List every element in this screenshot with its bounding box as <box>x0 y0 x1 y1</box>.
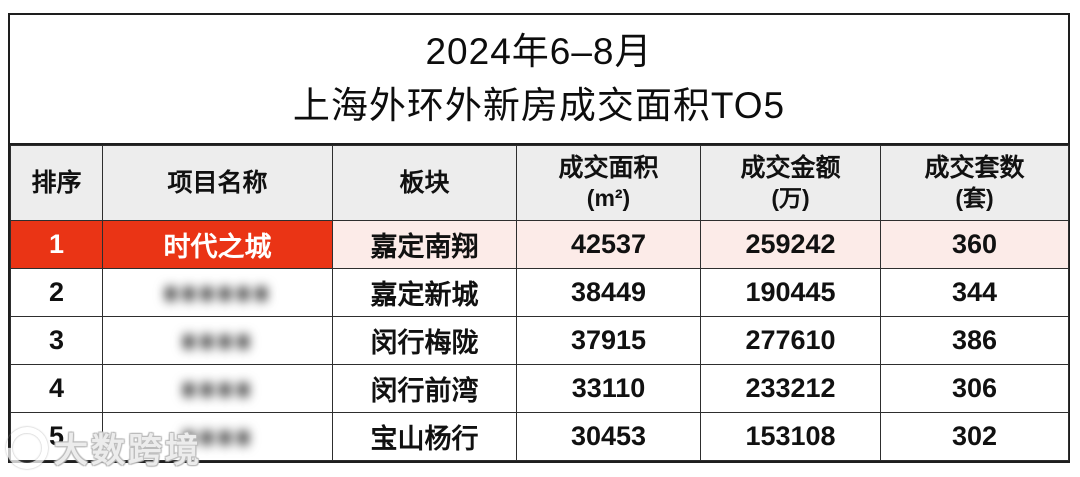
column-header-0: 排序 <box>10 145 103 221</box>
project-name-cell: ■■■■ <box>102 412 333 461</box>
project-name-cell: 时代之城 <box>102 220 333 269</box>
project-name-redacted: ■■■■ <box>181 421 254 453</box>
rank-cell: 3 <box>10 316 103 365</box>
rank-cell: 1 <box>10 220 103 269</box>
project-name-cell: ■■■■ <box>102 364 333 413</box>
block-cell: 嘉定南翔 <box>332 220 517 269</box>
project-name-redacted: ■■■■■■ <box>163 277 272 309</box>
table-row-rank-5: 5 ■■■■ 宝山杨行 30453 153108 302 <box>10 412 1069 461</box>
table-row-rank-1: 1 时代之城 嘉定南翔 42537 259242 360 <box>10 220 1069 269</box>
table-row-rank-4: 4 ■■■■ 闵行前湾 33110 233212 306 <box>10 364 1069 413</box>
block-cell: 嘉定新城 <box>332 268 517 317</box>
rank-cell: 2 <box>10 268 103 317</box>
title-box: 2024年6–8月 上海外环外新房成交面积TO5 <box>10 15 1068 145</box>
amount-cell: 277610 <box>700 316 881 365</box>
units-cell: 306 <box>880 364 1069 413</box>
block-cell: 闵行前湾 <box>332 364 517 413</box>
units-cell: 344 <box>880 268 1069 317</box>
table-row-rank-2: 2 ■■■■■■ 嘉定新城 38449 190445 344 <box>10 268 1069 317</box>
amount-cell: 259242 <box>700 220 881 269</box>
project-name-redacted: ■■■■ <box>181 325 254 357</box>
area-cell: 33110 <box>516 364 701 413</box>
block-cell: 宝山杨行 <box>332 412 517 461</box>
units-cell: 302 <box>880 412 1069 461</box>
table-header-row: 排序 项目名称 板块 成交面积 (m²) 成交金额 (万) 成交套数 (套) <box>10 145 1069 221</box>
column-header-5: 成交套数 (套) <box>880 145 1069 221</box>
rank-cell: 5 <box>10 412 103 461</box>
data-table: 排序 项目名称 板块 成交面积 (m²) 成交金额 (万) 成交套数 (套) 1 时代之城 嘉定南翔… <box>10 145 1069 461</box>
amount-cell: 153108 <box>700 412 881 461</box>
units-cell: 360 <box>880 220 1069 269</box>
units-cell: 386 <box>880 316 1069 365</box>
column-header-1: 项目名称 <box>102 145 333 221</box>
project-name-redacted: ■■■■ <box>181 373 254 405</box>
rank-cell: 4 <box>10 364 103 413</box>
page-title-line2: 上海外环外新房成交面积TO5 <box>292 85 786 126</box>
report-card: 2024年6–8月 上海外环外新房成交面积TO5 排序 项目名称 板块 成交面积 (m²… <box>8 13 1070 463</box>
block-cell: 闵行梅陇 <box>332 316 517 365</box>
area-cell: 30453 <box>516 412 701 461</box>
table-body: 1 时代之城 嘉定南翔 42537 259242 360 2 ■■■■■■ 嘉定新城 38449 1… <box>10 220 1069 461</box>
area-cell: 38449 <box>516 268 701 317</box>
column-header-3: 成交面积 (m²) <box>516 145 701 221</box>
project-name-cell: ■■■■■■ <box>102 268 333 317</box>
page-title-line1: 2024年6–8月 <box>425 31 653 73</box>
table-row-rank-3: 3 ■■■■ 闵行梅陇 37915 277610 386 <box>10 316 1069 365</box>
amount-cell: 190445 <box>700 268 881 317</box>
column-header-4: 成交金额 (万) <box>700 145 881 221</box>
project-name-cell: ■■■■ <box>102 316 333 365</box>
column-header-2: 板块 <box>332 145 517 221</box>
amount-cell: 233212 <box>700 364 881 413</box>
area-cell: 37915 <box>516 316 701 365</box>
area-cell: 42537 <box>516 220 701 269</box>
